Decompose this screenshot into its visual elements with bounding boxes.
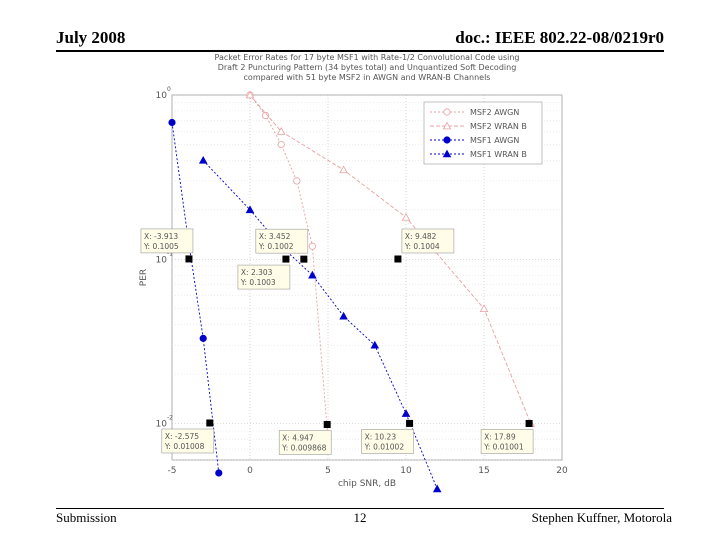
datatip-box (237, 264, 291, 290)
series-point-2 (168, 118, 176, 127)
datatip-x: X: 4.947 (282, 434, 314, 443)
chart-title-line: Packet Error Rates for 17 byte MSF1 with… (215, 53, 520, 62)
series-point-2 (215, 469, 223, 477)
datatip-point (406, 419, 414, 427)
series-point-3 (308, 270, 317, 279)
page-number: 12 (353, 510, 367, 525)
series-line-0 (249, 94, 329, 440)
series-point-0 (261, 111, 270, 120)
legend-marker (442, 121, 452, 130)
series-line-1 (249, 94, 532, 424)
datatip-point (323, 421, 331, 429)
datatip-y: Y: 0.1005 (143, 242, 179, 251)
datatip-x: X: -2.575 (165, 432, 199, 441)
document-id: doc.: IEEE 802.22-08/0219r0 (455, 28, 664, 47)
series-point-3 (245, 205, 255, 214)
series-point-0 (293, 177, 301, 185)
chart-title-line: Draft 2 Puncturing Pattern (34 bytes tot… (218, 63, 517, 72)
series-point-0 (277, 140, 285, 149)
x-tick-label: 15 (478, 466, 489, 476)
series-line-2 (171, 122, 220, 474)
datatip-y: Y: 0.1004 (404, 242, 440, 251)
datatip-y: Y: 0.1003 (240, 278, 276, 287)
legend-label: MSF2 AWGN (470, 108, 519, 117)
datatip-x: X: -3.913 (144, 232, 178, 241)
datatip-y: Y: 0.01008 (164, 442, 205, 451)
datatip-y: Y: 0.01002 (364, 442, 405, 451)
legend-marker (443, 108, 451, 116)
legend-marker (442, 149, 452, 158)
datatip-x: X: 2.303 (241, 268, 273, 277)
series-point-2 (199, 334, 207, 342)
legend-label: MSF1 WRAN B (470, 150, 527, 159)
x-axis-label: chip SNR, dB (338, 479, 396, 489)
series-point-1 (245, 90, 255, 99)
series-point-3 (198, 155, 208, 164)
series-point-3 (432, 484, 442, 493)
x-tick-label: -5 (168, 466, 177, 476)
datatip-x: X: 9.482 (405, 232, 437, 241)
footer-author: Stephen Kuffner, Motorola (531, 510, 672, 525)
datatip-point (282, 255, 290, 263)
series-line-3 (202, 160, 438, 490)
datatip-point (185, 255, 193, 263)
datatip-box (255, 228, 309, 254)
datatip-point (206, 419, 214, 427)
y-tick-label: 10 (156, 420, 168, 430)
series-point-3 (401, 409, 411, 417)
series-point-1 (339, 165, 348, 174)
datatip-box (480, 429, 534, 454)
datatip-box (401, 228, 455, 254)
series-point-0 (308, 242, 316, 250)
x-tick-label: 10 (400, 466, 412, 476)
datatip-box (278, 430, 332, 455)
datatip-box (140, 228, 194, 254)
series-point-1 (276, 127, 286, 135)
datatip-y: Y: 0.1002 (258, 242, 294, 251)
datatip-x: X: 10.23 (365, 432, 397, 441)
datatip-point (300, 255, 308, 263)
chart-title-line: compared with 51 byte MSF2 in AWGN and W… (244, 73, 491, 82)
datatip-x: X: 17.89 (484, 432, 516, 441)
y-tick-label: 10 (156, 255, 168, 265)
legend-label: MSF1 AWGN (470, 136, 519, 145)
datatip-box (361, 429, 414, 454)
series-point-1 (479, 304, 489, 313)
x-tick-label: 0 (247, 466, 253, 476)
footer-submission: Submission (56, 510, 117, 525)
datatip-point (394, 255, 402, 263)
slide-date: July 2008 (56, 28, 126, 47)
x-tick-label: 20 (556, 466, 568, 476)
header-rule (56, 50, 664, 52)
y-tick-label: 10 (156, 91, 168, 101)
y-tick-exponent: -1 (167, 250, 173, 257)
series-point-1 (401, 212, 411, 221)
series-point-3 (339, 311, 348, 320)
footer-rule (56, 508, 664, 509)
datatip-box (161, 428, 215, 454)
legend-marker (443, 136, 451, 144)
datatip-x: X: 3.452 (259, 232, 291, 241)
y-axis-label: PER (139, 269, 149, 286)
x-tick-label: 5 (325, 466, 331, 476)
datatip-point (525, 419, 533, 427)
legend-label: MSF2 WRAN B (470, 122, 527, 131)
y-tick-exponent: 0 (167, 86, 171, 93)
series-point-3 (370, 340, 380, 349)
y-tick-exponent: -2 (167, 415, 173, 422)
datatip-y: Y: 0.009868 (281, 444, 327, 453)
datatip-y: Y: 0.01001 (483, 442, 524, 451)
